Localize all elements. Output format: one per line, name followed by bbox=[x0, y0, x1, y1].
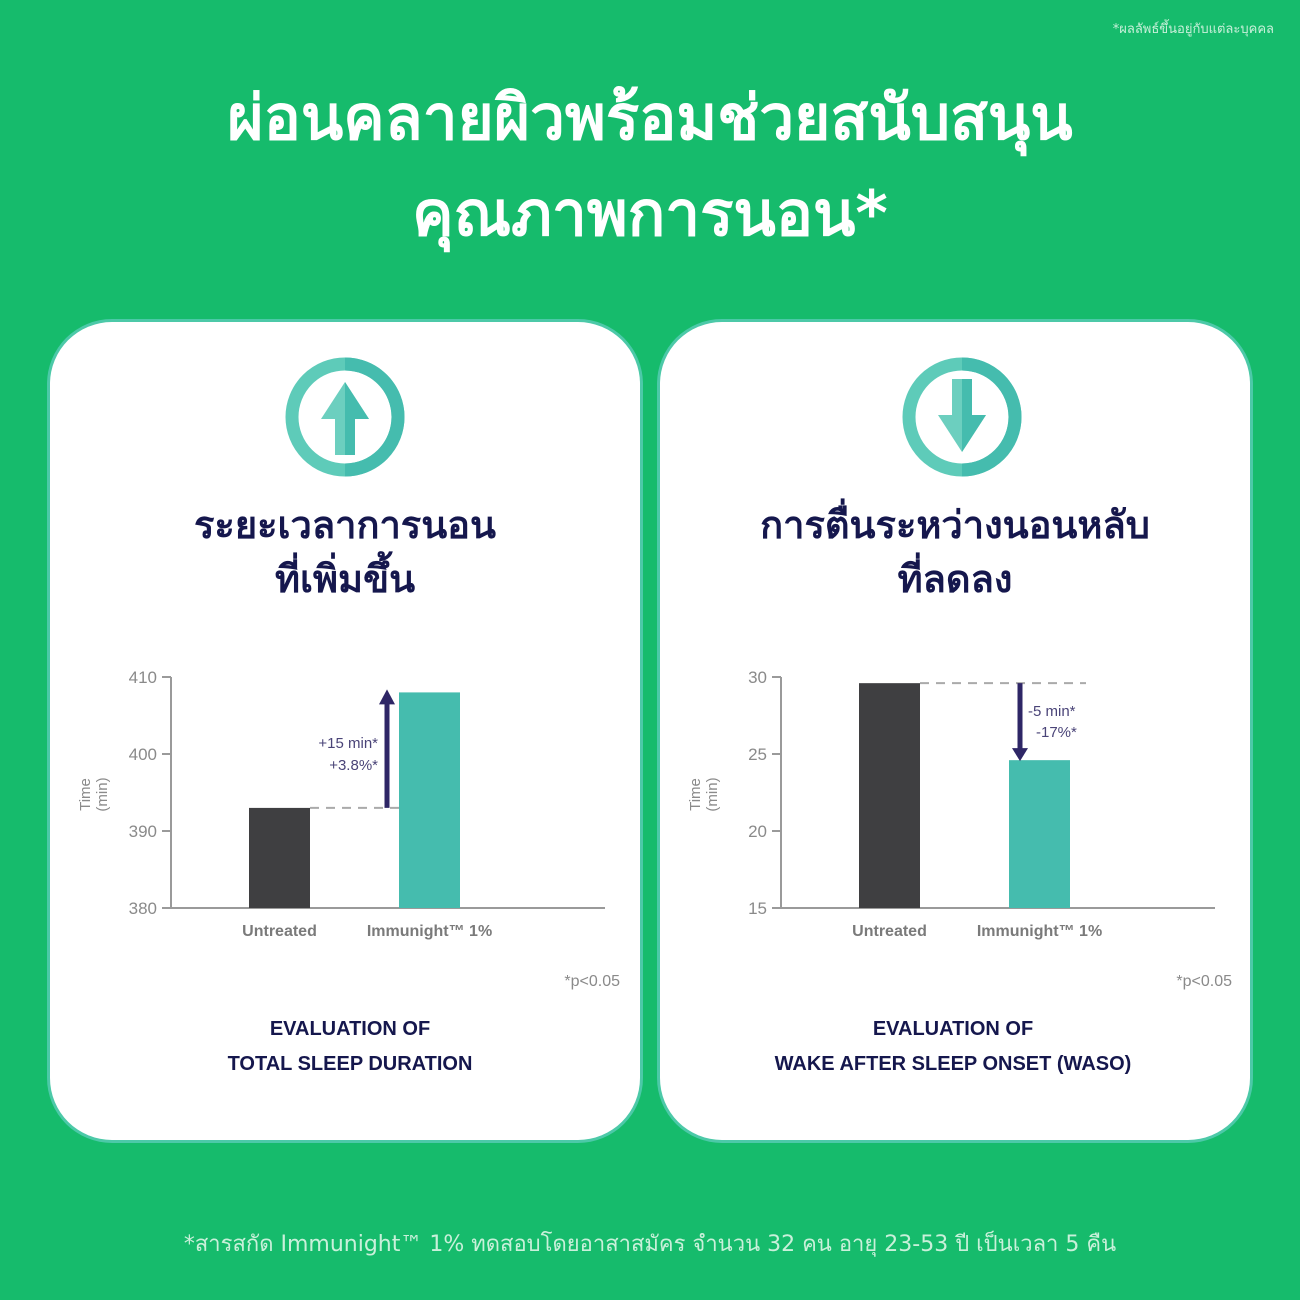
chart-sleep-duration: 380 390 400 410 Time(min) Untreated Immunight™… bbox=[77, 668, 620, 990]
title-line-1: ผ่อนคลายผิวพร้อมช่วยสนับสนุน bbox=[227, 81, 1073, 154]
card-title-line-1: ระยะเวลาการนอน bbox=[194, 503, 496, 547]
y-tick-label: 20 bbox=[748, 822, 767, 841]
y-tick-label: 390 bbox=[129, 822, 157, 841]
significance-footnote: *p<0.05 bbox=[1176, 973, 1232, 990]
page-title: ผ่อนคลายผิวพร้อมช่วยสนับสนุน คุณภาพการนอ… bbox=[0, 70, 1300, 262]
disclaimer-note: *ผลลัพธ์ขึ้นอยู่กับแต่ละบุคคล bbox=[1112, 22, 1274, 37]
card-title-line-1: การตื่นระหว่างนอนหลับ bbox=[760, 503, 1150, 547]
chart-caption: EVALUATION OF WAKE AFTER SLEEP ONSET (WA… bbox=[658, 1012, 1248, 1082]
x-tick-label: Untreated bbox=[852, 923, 927, 940]
y-tick-label: 400 bbox=[129, 745, 157, 764]
y-tick-label: 15 bbox=[748, 899, 767, 918]
y-tick-label: 30 bbox=[748, 668, 767, 687]
x-tick-label: Immunight™ 1% bbox=[367, 923, 492, 940]
chart-caption: EVALUATION OF TOTAL SLEEP DURATION bbox=[55, 1012, 645, 1082]
caption-line-1: EVALUATION OF bbox=[872, 1018, 1034, 1040]
y-tick-label: 410 bbox=[129, 668, 157, 687]
change-arrowhead bbox=[379, 689, 395, 705]
footer-note: *สารสกัด Immunight™ 1% ทดสอบโดยอาสาสมัคร… bbox=[183, 1232, 1117, 1257]
y-tick-label: 380 bbox=[129, 899, 157, 918]
change-annotation: -17%* bbox=[1036, 724, 1077, 741]
card-waso bbox=[660, 322, 1250, 1140]
bar-immunight bbox=[1009, 760, 1070, 908]
significance-footnote: *p<0.05 bbox=[564, 973, 620, 990]
chart-waso: 15 20 25 30 Time(min) Untreated Immunight™ 1% -… bbox=[687, 668, 1232, 990]
card-title: การตื่นระหว่างนอนหลับ ที่ลดลง bbox=[660, 498, 1250, 606]
bar-immunight bbox=[399, 692, 460, 908]
caption-line-1: EVALUATION OF bbox=[269, 1018, 431, 1040]
card-title: ระยะเวลาการนอน ที่เพิ่มขึ้น bbox=[50, 498, 640, 606]
card-title-line-2: ที่ลดลง bbox=[897, 557, 1013, 601]
y-axis-label: Time(min) bbox=[687, 777, 721, 811]
bar-untreated bbox=[249, 807, 310, 908]
change-annotation: +3.8%* bbox=[329, 757, 378, 774]
arrow-down-icon bbox=[902, 357, 1022, 477]
card-title-line-2: ที่เพิ่มขึ้น bbox=[274, 557, 416, 601]
bar-untreated bbox=[859, 683, 920, 908]
y-axis-label: Time(min) bbox=[77, 777, 111, 811]
arrow-up-icon bbox=[285, 357, 405, 477]
y-tick-label: 25 bbox=[748, 745, 767, 764]
card-sleep-duration bbox=[50, 322, 640, 1140]
x-tick-label: Immunight™ 1% bbox=[977, 923, 1102, 940]
caption-line-2: TOTAL SLEEP DURATION bbox=[227, 1053, 473, 1075]
change-annotation: -5 min* bbox=[1028, 703, 1076, 720]
title-line-2: คุณภาพการนอน* bbox=[412, 177, 888, 250]
caption-line-2: WAKE AFTER SLEEP ONSET (WASO) bbox=[774, 1053, 1132, 1075]
change-annotation: +15 min* bbox=[318, 735, 378, 752]
change-arrowhead bbox=[1012, 748, 1028, 762]
x-tick-label: Untreated bbox=[242, 923, 317, 940]
